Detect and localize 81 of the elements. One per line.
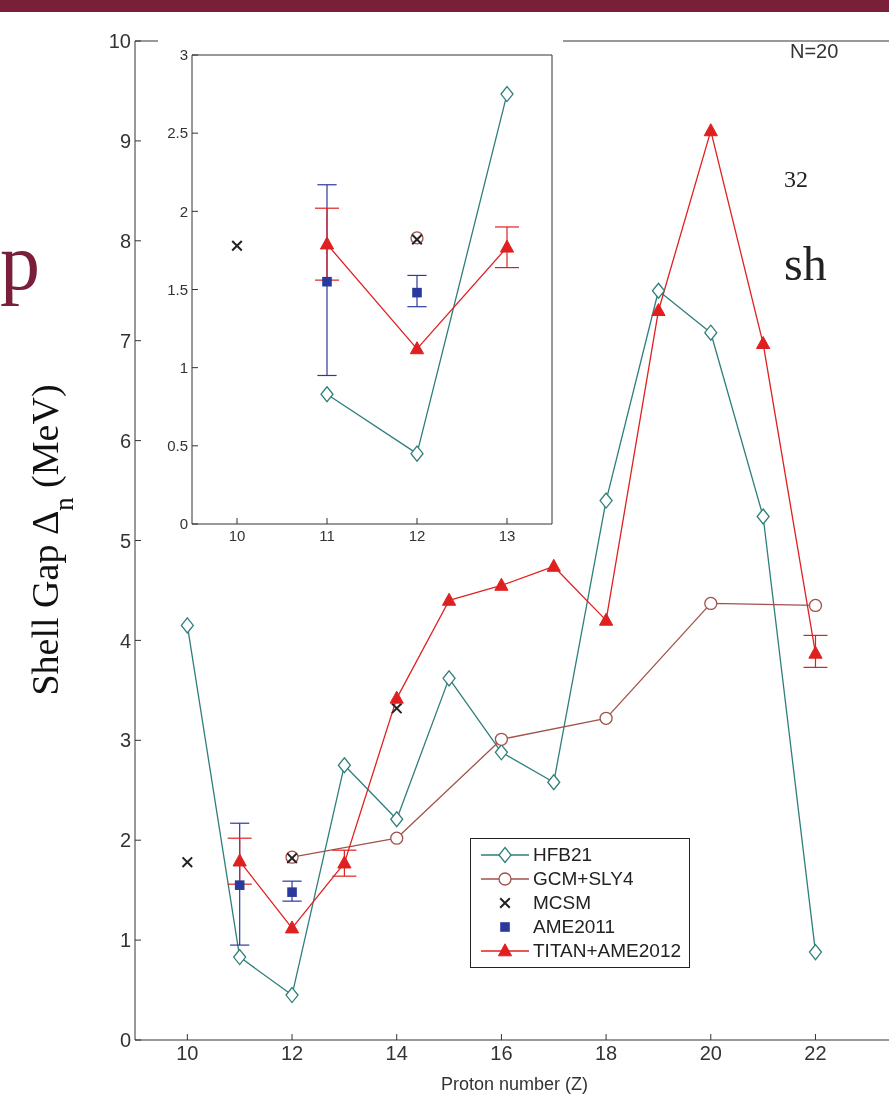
point (547, 774, 561, 791)
point (284, 920, 300, 934)
y-tick-label: 5 (119, 529, 131, 552)
y-tick-label: 6 (119, 429, 131, 452)
point (599, 492, 613, 509)
x-tick-label: 12 (408, 526, 426, 544)
point (808, 598, 823, 613)
y-tick-label: 10 (108, 30, 131, 53)
annotation: sh (784, 237, 857, 290)
y-tick-label: 2 (119, 829, 131, 852)
point (322, 276, 332, 287)
y-tick-label: 0 (119, 1029, 131, 1052)
point (232, 853, 247, 867)
y-tick-label: 1 (179, 358, 188, 376)
x-axis-title: Proton number (Z) (440, 1074, 589, 1094)
point (234, 880, 245, 890)
point (389, 690, 404, 704)
point (756, 508, 770, 525)
point (494, 744, 509, 761)
point (287, 887, 297, 897)
point (410, 445, 424, 462)
point (412, 287, 422, 298)
y-tick-label: 4 (119, 629, 131, 652)
point (337, 757, 352, 774)
x-tick-label: 16 (490, 1042, 513, 1065)
y-tick-label: 9 (119, 130, 131, 152)
point (651, 282, 666, 299)
point (651, 303, 666, 317)
point (808, 645, 823, 659)
y-tick-label: 3 (179, 46, 188, 64)
point (442, 670, 456, 687)
point (231, 239, 243, 252)
x-tick-label: 11 (319, 526, 335, 544)
point (409, 341, 425, 355)
y-tick-label: 2 (179, 202, 188, 220)
legend-label: AME2011 (533, 916, 616, 938)
y-tick-label: 1.5 (167, 280, 188, 298)
point (494, 577, 509, 591)
y-tick-label: 0.5 (167, 437, 188, 455)
y-tick-label: 3 (119, 729, 131, 752)
legend-label: TITAN+AME2012 (533, 940, 682, 962)
point (704, 596, 718, 611)
point (319, 236, 335, 250)
x-tick-label: 18 (594, 1042, 618, 1065)
x-tick-label: 12 (280, 1042, 304, 1065)
point (233, 948, 247, 966)
x-tick-label: 13 (498, 526, 516, 544)
point (390, 702, 403, 715)
y-tick-label: 2.5 (167, 124, 188, 142)
point (756, 336, 771, 349)
x-tick-label: 10 (228, 526, 246, 544)
legend-label: MCSM (533, 892, 592, 914)
point (390, 811, 404, 828)
annotation: 32 (784, 166, 838, 193)
point (599, 612, 614, 626)
point (499, 239, 515, 253)
legend-label: HFB21 (533, 844, 593, 866)
point (703, 123, 718, 137)
y-tick-label: 0 (179, 515, 188, 533)
point (599, 711, 613, 725)
point (704, 324, 718, 341)
y-tick-label: 7 (119, 329, 131, 352)
point (285, 986, 299, 1004)
point (180, 617, 194, 634)
point (181, 856, 194, 868)
text: p (0, 218, 40, 306)
point (441, 592, 457, 606)
x-tick-label: 22 (804, 1042, 827, 1065)
point (337, 855, 352, 869)
legend-label: GCM+SLY4 (533, 868, 634, 890)
point (494, 732, 509, 746)
point (390, 831, 404, 845)
point (546, 558, 561, 572)
point (320, 386, 334, 403)
y-tick-label: 1 (119, 929, 131, 952)
annotation: N=20 (790, 40, 839, 63)
y-tick-label: 8 (119, 229, 131, 252)
point (808, 943, 823, 961)
x-tick-label: 20 (699, 1042, 722, 1065)
x-tick-label: 14 (385, 1042, 408, 1065)
point (500, 85, 514, 103)
